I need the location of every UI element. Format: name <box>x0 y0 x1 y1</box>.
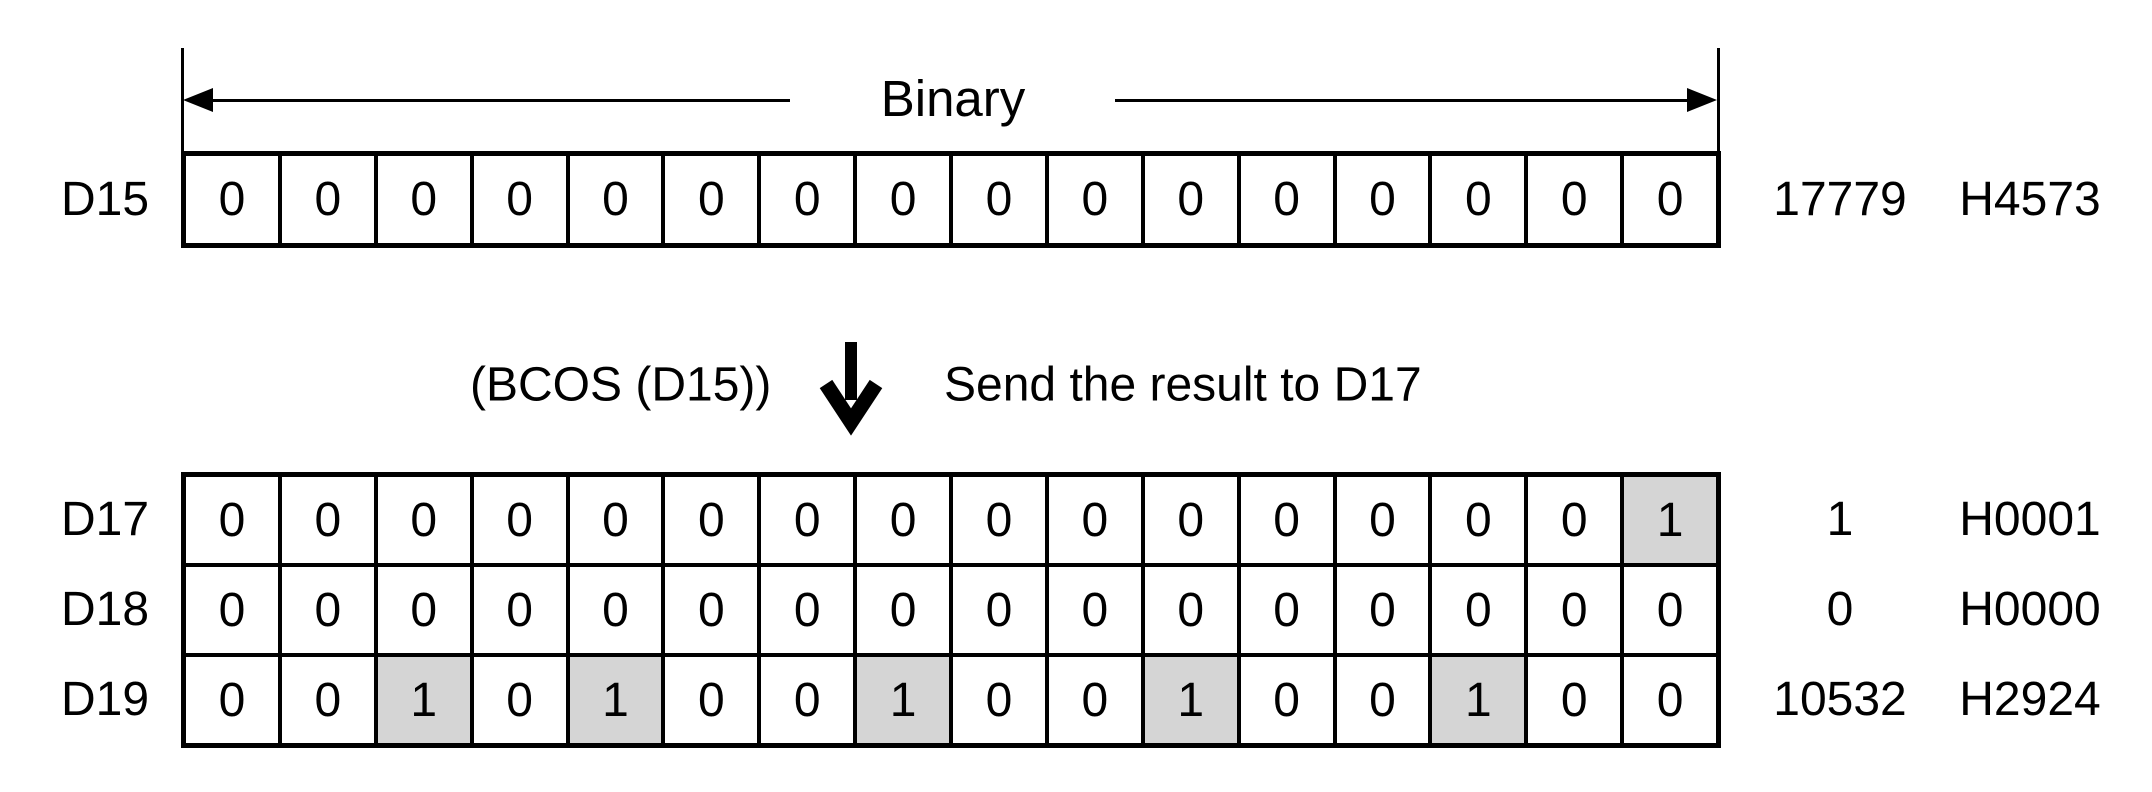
bit-cell-d17-bit6: 0 <box>1048 477 1145 563</box>
bit-cell-d17-bit7: 0 <box>953 477 1049 563</box>
bit-cell-d19-bit14: 0 <box>281 657 378 743</box>
bit-cell-d15-bit15: 0 <box>186 156 282 243</box>
bit-cell-d19-bit11: 1 <box>569 657 666 743</box>
bit-cell-d18-bit1: 0 <box>1528 567 1625 653</box>
right-arrowhead-icon <box>1687 88 1717 112</box>
bit-cell-d18-bit3: 0 <box>1336 567 1433 653</box>
bit-cell-d17-bit4: 0 <box>1240 477 1337 563</box>
bit-cell-d18-bit11: 0 <box>569 567 666 653</box>
bit-cell-d15-bit7: 0 <box>953 156 1049 243</box>
left-arrow-shaft <box>206 99 790 102</box>
bit-cell-d15-bit8: 0 <box>857 156 953 243</box>
bit-cell-d15-bit11: 0 <box>569 156 666 243</box>
bit-cell-d18-bit15: 0 <box>186 567 282 653</box>
hex-value-d18: H0000 <box>1959 583 2101 636</box>
register-label-d18: D18 <box>60 583 150 636</box>
bit-cell-d18-bit0: 0 <box>1624 567 1716 653</box>
bit-cell-d17-bit11: 0 <box>569 477 666 563</box>
bit-cell-d18-bit10: 0 <box>665 567 762 653</box>
bit-cell-d17-bit12: 0 <box>473 477 570 563</box>
bit-cell-d18-bit6: 0 <box>1048 567 1145 653</box>
register-label-d15: D15 <box>60 172 150 226</box>
bit-cell-d18-bit2: 0 <box>1432 567 1529 653</box>
bit-cell-d19-bit13: 1 <box>377 657 474 743</box>
right-arrow-shaft <box>1115 99 1689 102</box>
bit-cell-d17-bit8: 0 <box>857 477 953 563</box>
bit-cell-d15-bit9: 0 <box>761 156 858 243</box>
bit-cell-d19-bit4: 0 <box>1240 657 1337 743</box>
bit-cell-d19-bit5: 1 <box>1144 657 1241 743</box>
bit-cell-d17-bit2: 0 <box>1432 477 1529 563</box>
decimal-value-d15: 17779 <box>1773 172 1907 226</box>
bit-cell-d19-bit2: 1 <box>1432 657 1529 743</box>
bit-cell-d15-bit6: 0 <box>1048 156 1145 243</box>
bit-cell-d17-bit13: 0 <box>377 477 474 563</box>
bit-cell-d17-bit1: 0 <box>1528 477 1625 563</box>
bit-cell-d19-bit10: 0 <box>665 657 762 743</box>
bit-cell-d19-bit3: 0 <box>1336 657 1433 743</box>
register-label-d17: D17 <box>60 493 150 546</box>
hex-value-d19: H2924 <box>1959 673 2101 726</box>
bit-cell-d18-bit9: 0 <box>761 567 858 653</box>
bit-cell-d15-bit0: 0 <box>1624 156 1716 243</box>
decimal-value-d19: 10532 <box>1773 673 1907 726</box>
bit-cell-d17-bit0: 1 <box>1624 477 1716 563</box>
bit-cell-d17-bit5: 0 <box>1144 477 1241 563</box>
hex-value-d15: H4573 <box>1959 172 2101 226</box>
bit-cell-d15-bit1: 0 <box>1528 156 1625 243</box>
bit-cell-d15-bit14: 0 <box>281 156 378 243</box>
decimal-value-d17: 1 <box>1826 493 1854 546</box>
bit-cell-d19-bit1: 0 <box>1528 657 1625 743</box>
bit-cell-d18-bit13: 0 <box>377 567 474 653</box>
bit-cell-d18-bit12: 0 <box>473 567 570 653</box>
bit-cell-d18-bit7: 0 <box>953 567 1049 653</box>
bit-cell-d19-bit8: 1 <box>857 657 953 743</box>
bit-cell-d18-bit5: 0 <box>1144 567 1241 653</box>
bit-cell-d18-bit8: 0 <box>857 567 953 653</box>
bit-cell-d15-bit3: 0 <box>1336 156 1433 243</box>
bit-cell-d17-bit3: 0 <box>1336 477 1433 563</box>
bit-cell-d15-bit12: 0 <box>473 156 570 243</box>
operation-instruction: (BCOS (D15)) <box>470 358 772 412</box>
bit-cell-d17-bit14: 0 <box>281 477 378 563</box>
bit-cell-d15-bit5: 0 <box>1144 156 1241 243</box>
range-tick-right <box>1717 48 1720 151</box>
bit-cell-d19-bit7: 0 <box>953 657 1049 743</box>
bit-cell-d15-bit10: 0 <box>665 156 762 243</box>
decimal-value-d18: 0 <box>1826 583 1854 636</box>
hex-value-d17: H0001 <box>1959 493 2101 546</box>
bit-cell-d17-bit10: 0 <box>665 477 762 563</box>
bit-cell-d17-bit15: 0 <box>186 477 282 563</box>
down-arrow-icon <box>819 342 883 436</box>
bit-cell-d15-bit13: 0 <box>377 156 474 243</box>
bit-cell-d19-bit12: 0 <box>473 657 570 743</box>
bit-cell-d18-bit14: 0 <box>281 567 378 653</box>
bit-cell-d19-bit0: 0 <box>1624 657 1716 743</box>
bit-cell-d18-bit4: 0 <box>1240 567 1337 653</box>
bit-cell-d19-bit6: 0 <box>1048 657 1145 743</box>
binary-range-label: Binary <box>880 69 1026 127</box>
operation-description: Send the result to D17 <box>944 358 1422 412</box>
bit-cell-d15-bit2: 0 <box>1432 156 1529 243</box>
range-tick-left <box>181 48 184 151</box>
register-label-d19: D19 <box>60 673 150 726</box>
bit-cell-d19-bit9: 0 <box>761 657 858 743</box>
bit-cell-d17-bit9: 0 <box>761 477 858 563</box>
bit-cell-d15-bit4: 0 <box>1240 156 1337 243</box>
bit-cell-d19-bit15: 0 <box>186 657 282 743</box>
